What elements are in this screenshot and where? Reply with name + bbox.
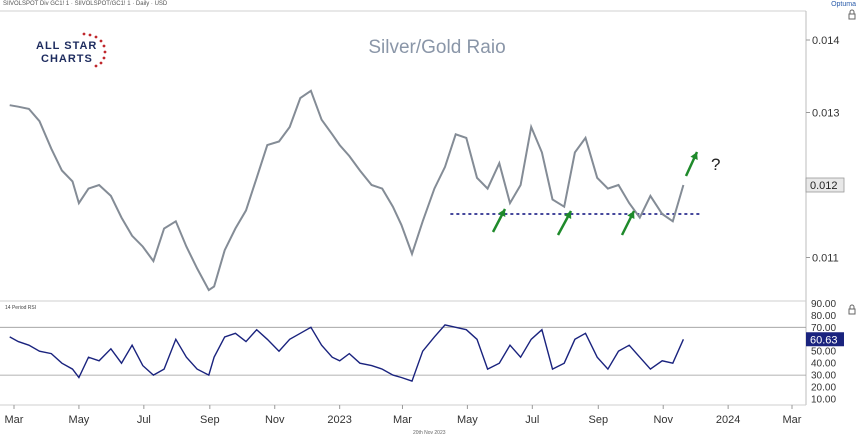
logo-stars (82, 32, 107, 68)
x-tick-label-8: Jul (525, 414, 539, 426)
x-axis: Mar May Jul Sep Nov 2023 Mar May Jul Sep Nov 2024 Ma… (5, 405, 802, 426)
x-tick-label-11: 2024 (716, 414, 740, 426)
chart-title: Silver/Gold Raio (368, 37, 505, 58)
x-tick-label-9: Sep (589, 414, 609, 426)
x-tick-label-10: Nov (653, 414, 673, 426)
all-star-charts-logo: ALL STAR CHARTS (34, 30, 124, 70)
rsi-last-value-box (806, 332, 844, 347)
y-tick-label-3: 0.011 (812, 253, 839, 265)
rsi-y-tick-label-8: 10.00 (811, 395, 836, 406)
last-price-label: 0.012 (810, 180, 838, 192)
lock-icon[interactable] (848, 9, 856, 20)
rsi-y-tick-label-4: 50.00 (811, 347, 836, 358)
y-tick-label-0: 0.014 (812, 35, 840, 47)
last-price-box (805, 177, 845, 193)
x-tick-label-1: May (69, 414, 90, 426)
rsi-y-tick-label-1: 80.00 (811, 311, 836, 322)
rsi-y-tick-label-0: 90.00 (811, 299, 836, 310)
series-line-price (9, 89, 685, 292)
symbol-header: SIlVOLSPOT Div GC1! 1 · SIlVOLSPOT/GC1! … (3, 1, 168, 7)
x-tick-label-2: Jul (137, 414, 151, 426)
lock-icon-rsi[interactable] (848, 304, 856, 315)
x-tick-label-12: Mar (783, 414, 802, 426)
x-tick-label-3: Sep (200, 414, 220, 426)
question-mark-annotation: ? (711, 155, 720, 174)
rsi-y-tick-label-2: 70.00 (811, 323, 836, 334)
brand-label: Optuma (831, 1, 856, 8)
breakout-arrow-head (690, 152, 698, 161)
support-arrow-3-head (627, 211, 635, 220)
x-tick-label-5: 2023 (327, 414, 351, 426)
support-arrow-1-head (498, 209, 506, 218)
x-tick-label-0: Mar (5, 414, 24, 426)
footer-date: 20th Nov 2023 (413, 430, 446, 436)
x-tick-label-6: Mar (393, 414, 412, 426)
support-arrow-2-head (564, 211, 572, 220)
logo-text-line1: ALL STAR (36, 40, 98, 52)
x-tick-label-4: Nov (265, 414, 285, 426)
rsi-panel: 90.0080.0070.0060.0050.0040.0030.0020.00… (0, 299, 844, 406)
rsi-last-value-label: 60.63 (810, 334, 838, 346)
rsi-y-tick-label-5: 40.00 (811, 359, 836, 370)
y-tick-label-1: 0.013 (812, 108, 840, 120)
logo-text-line2: CHARTS (41, 53, 93, 65)
rsi-y-tick-label-7: 20.00 (811, 383, 836, 394)
rsi-y-tick-label-6: 30.00 (811, 371, 836, 382)
x-tick-label-7: May (457, 414, 478, 426)
series-line-rsi (9, 324, 685, 382)
rsi-panel-label: 14 Period RSI (5, 305, 36, 311)
